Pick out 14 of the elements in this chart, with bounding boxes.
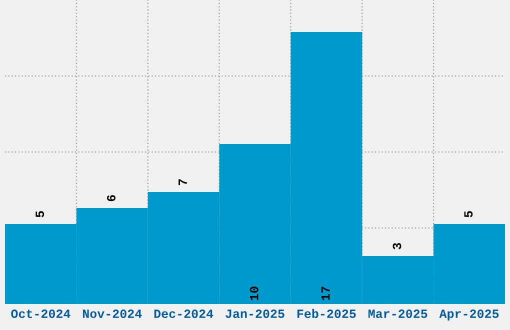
x-tick-label: Mar-2025: [368, 310, 428, 318]
x-tick-label: Apr-2025: [439, 310, 499, 321]
data-label: 3: [392, 243, 402, 250]
data-label: 6: [107, 195, 116, 202]
data-label: 5: [36, 211, 44, 218]
data-label: 7: [178, 179, 187, 186]
x-tick-label: Feb-2025: [297, 308, 356, 318]
data-label: 17: [321, 286, 330, 300]
x-tick-label: Nov-2024: [82, 310, 142, 318]
x-tick-label: Dec-2024: [154, 310, 214, 318]
x-tick-label: Oct-2024: [11, 310, 70, 318]
x-tick-label: Jan-2025: [226, 310, 284, 318]
data-label: 5: [464, 211, 473, 218]
data-label: 10: [250, 286, 258, 300]
